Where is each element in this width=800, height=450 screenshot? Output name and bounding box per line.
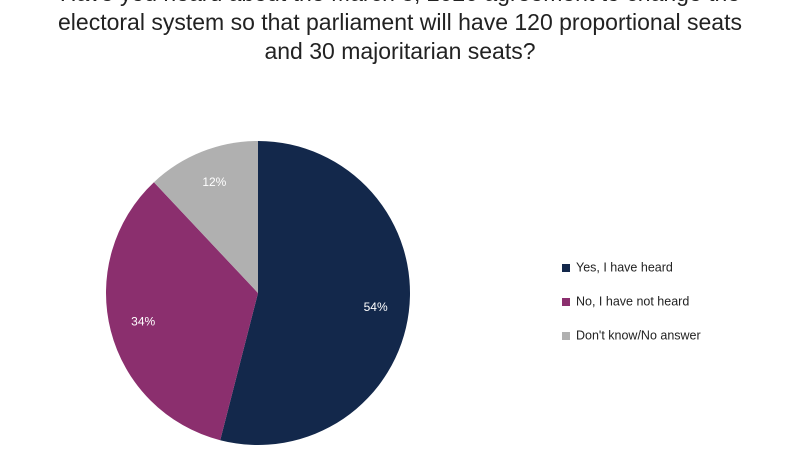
legend-swatch — [562, 298, 570, 306]
pie-slice — [105, 182, 258, 441]
pie-slice — [220, 141, 411, 445]
legend-label: No, I have not heard — [576, 294, 689, 308]
legend-label: Yes, I have heard — [576, 260, 673, 274]
data-label: 54% — [364, 300, 388, 314]
legend-swatch — [562, 332, 570, 340]
legend-label: Don't know/No answer — [576, 328, 701, 342]
pie-slice — [153, 141, 258, 293]
legend-swatch — [562, 264, 570, 272]
data-label: 12% — [202, 175, 226, 189]
data-label: 34% — [131, 315, 155, 329]
chart-title: Have you heard about the March 8, 2020 a… — [58, 0, 742, 64]
